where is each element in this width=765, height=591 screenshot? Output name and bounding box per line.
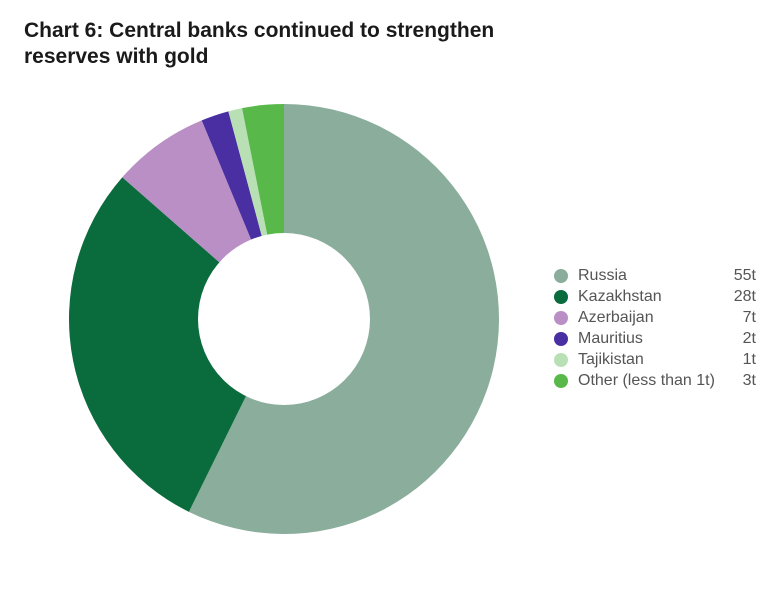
legend-label: Russia [578,267,726,285]
legend-label: Mauritius [578,330,726,348]
legend-value: 55t [726,267,756,285]
legend-swatch [554,269,568,283]
legend-item: Tajikistan1t [554,351,756,369]
legend-swatch [554,353,568,367]
legend-label: Azerbaijan [578,309,726,327]
legend-label: Other (less than 1t) [578,372,726,390]
legend-value: 7t [726,309,756,327]
legend-item: Kazakhstan28t [554,288,756,306]
legend-label: Kazakhstan [578,288,726,306]
legend-swatch [554,311,568,325]
legend-swatch [554,290,568,304]
chart-area: Russia55tKazakhstan28tAzerbaijan7tMaurit… [24,79,741,579]
chart-page: Chart 6: Central banks continued to stre… [0,0,765,591]
legend-label: Tajikistan [578,351,726,369]
legend-item: Russia55t [554,267,756,285]
legend-item: Other (less than 1t)3t [554,372,756,390]
donut-chart [54,89,514,549]
legend-value: 28t [726,288,756,306]
legend-value: 3t [726,372,756,390]
legend-swatch [554,374,568,388]
legend-item: Azerbaijan7t [554,309,756,327]
legend-item: Mauritius2t [554,330,756,348]
legend: Russia55tKazakhstan28tAzerbaijan7tMaurit… [554,264,756,393]
chart-title: Chart 6: Central banks continued to stre… [24,18,544,71]
legend-swatch [554,332,568,346]
legend-value: 2t [726,330,756,348]
legend-value: 1t [726,351,756,369]
